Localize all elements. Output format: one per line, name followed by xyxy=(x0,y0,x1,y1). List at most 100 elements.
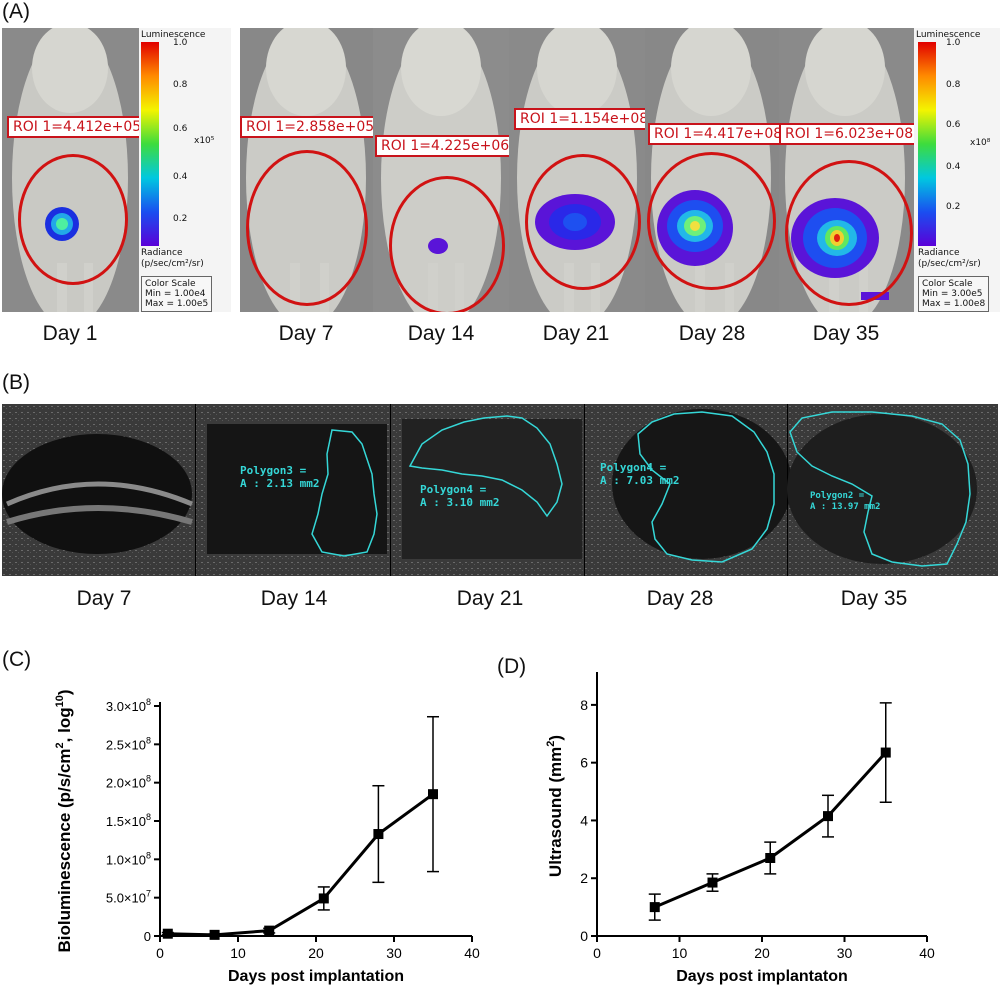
colorbar-right-tick: 0.4 xyxy=(946,162,961,172)
y-tick-label: 0 xyxy=(144,929,151,944)
colorbar-left-gradient xyxy=(141,42,159,246)
x-tick-label: 10 xyxy=(672,945,688,961)
day-label-a: Day 1 xyxy=(42,322,98,345)
series-line xyxy=(654,751,887,909)
data-point xyxy=(428,789,438,800)
roi-label-day1: ROI 1=4.412e+05 xyxy=(7,116,139,138)
roi-ellipse-day7 xyxy=(246,150,368,306)
colorbar-left-multiplier: x10⁵ xyxy=(194,136,215,146)
x-tick-label: 20 xyxy=(754,945,770,961)
day-label-b: Day 28 xyxy=(646,587,714,610)
y-axis-title: Bioluminescence (p/s/cm2, log10) xyxy=(54,689,74,952)
roi-ellipse-day28 xyxy=(647,152,776,290)
series-line xyxy=(167,792,434,937)
colorbar-left-title: Luminescence xyxy=(141,30,206,40)
y-axis-title-group: Ultrasound (mm2) xyxy=(545,735,565,877)
day-label-a: Day 14 xyxy=(407,322,475,345)
y-tick-label: 1.0×108 xyxy=(106,850,151,867)
ultrasound-chart: 0 10 20 30 40 0 2 4 6 8 Days post implantaton Ultra… xyxy=(545,672,935,985)
day-label-b: Day 14 xyxy=(260,587,328,610)
day-label-a: Day 28 xyxy=(678,322,746,345)
y-tick-label: 1.5×108 xyxy=(106,812,151,829)
data-point xyxy=(707,877,718,888)
data-point xyxy=(209,929,220,940)
day-label-a: Day 7 xyxy=(278,322,334,345)
polygon-label-area-day21: A : 3.10 mm2 xyxy=(420,496,500,509)
roi-label-day28: ROI 1=4.417e+08 xyxy=(648,123,779,145)
colorbar-right-radiance: Radiance xyxy=(918,248,960,258)
roi-label-day35: ROI 1=6.023e+08 xyxy=(779,123,914,145)
polygon-label-name-day28: Polygon4 = xyxy=(600,461,667,474)
colorbar-right-multiplier: x10⁸ xyxy=(970,138,991,148)
mouse-image-day28: ROI 1=4.417e+08 xyxy=(645,28,779,312)
colorbar-left-tick: 0.6 xyxy=(173,124,188,134)
colorbar-right-tick: 0.2 xyxy=(946,202,961,212)
colorbar-right-top: 1.0 xyxy=(946,38,961,48)
data-point xyxy=(162,928,173,939)
mouse-image-day14: ROI 1=4.225e+06 xyxy=(373,28,509,312)
colorbar-right-units: (p/sec/cm²/sr) xyxy=(918,259,981,269)
colorbar-right: Luminescence 1.0 0.8 0.6 0.4 0.2 x10⁸ Ra… xyxy=(914,28,1000,312)
mouse-image-day21: ROI 1=1.154e+08 xyxy=(509,28,645,312)
mouse-image-day35: ROI 1=6.023e+08 xyxy=(779,28,914,312)
roi-ellipse-day1 xyxy=(18,154,128,285)
polygon-label-area-day14: A : 2.13 mm2 xyxy=(240,477,320,490)
mouse-image-day7: ROI 1=2.858e+05 xyxy=(240,28,373,312)
y-axis-title: Ultrasound (mm2) xyxy=(545,735,565,877)
colorbar-right-gradient xyxy=(918,42,936,246)
y-tick-label: 2 xyxy=(580,870,588,886)
data-point xyxy=(649,902,660,913)
day-label-a: Day 21 xyxy=(542,322,610,345)
data-point xyxy=(373,829,384,840)
day-label-b: Day 35 xyxy=(840,587,908,610)
x-tick-label: 0 xyxy=(156,945,164,961)
day-label-a: Day 35 xyxy=(812,322,880,345)
ultrasound-images xyxy=(2,404,998,576)
roi-label-day7: ROI 1=2.858e+05 xyxy=(240,116,373,138)
colorbar-left-tick: 0.8 xyxy=(173,80,188,90)
colorbar-right-cs-min: Min = 3.00e5 xyxy=(922,289,983,299)
polygon-label-area-day35: A : 13.97 mm2 xyxy=(810,502,881,512)
y-axis-title-group: Bioluminescence (p/s/cm2, log10) xyxy=(54,689,74,952)
y-tick-label: 3.0×108 xyxy=(106,697,151,714)
colorbar-left-radiance: Radiance xyxy=(141,248,183,258)
roi-label-day21: ROI 1=1.154e+08 xyxy=(514,108,645,130)
data-point xyxy=(880,747,891,758)
colorbar-left-cs-min: Min = 1.00e4 xyxy=(145,289,206,299)
x-tick-label: 30 xyxy=(386,945,402,961)
polygon-label-area-day28: A : 7.03 mm2 xyxy=(600,474,680,487)
polygon-label-name-day35: Polygon2 = xyxy=(810,491,865,501)
panel-a-letter: (A) xyxy=(2,0,30,23)
bioluminescence-chart: 0 10 20 30 40 0 5.0×107 1.0×108 1.5×108 2.0×108 2.… xyxy=(54,689,480,985)
panel-b-letter: (B) xyxy=(2,371,30,394)
colorbar-left: Luminescence 1.0 0.8 0.6 0.4 0.2 x10⁵ Ra… xyxy=(139,28,231,312)
day-label-b: Day 7 xyxy=(76,587,132,610)
colorbar-left-cs-max: Max = 1.00e5 xyxy=(145,299,209,309)
y-tick-label: 2.0×108 xyxy=(106,774,151,791)
y-tick-label: 0 xyxy=(580,928,588,944)
data-point xyxy=(264,925,275,936)
x-axis-title: Days post implantaton xyxy=(676,968,848,985)
y-tick-label: 5.0×107 xyxy=(106,889,151,906)
colorbar-right-cs-max: Max = 1.00e8 xyxy=(922,299,986,309)
mouse-image-day1: ROI 1=4.412e+05 xyxy=(2,28,139,312)
colorbar-left-units: (p/sec/cm²/sr) xyxy=(141,259,204,269)
colorbar-left-top: 1.0 xyxy=(173,38,188,48)
x-tick-label: 40 xyxy=(464,945,480,961)
x-tick-label: 10 xyxy=(230,945,246,961)
x-axis-title: Days post implantation xyxy=(228,968,404,985)
colorbar-right-tick: 0.6 xyxy=(946,120,961,130)
y-tick-label: 8 xyxy=(580,697,588,713)
data-point xyxy=(765,853,776,863)
colorbar-left-range-box: Color Scale Min = 1.00e4 Max = 1.00e5 xyxy=(141,276,213,312)
colorbar-right-cs-title: Color Scale xyxy=(922,279,973,289)
x-tick-label: 20 xyxy=(308,945,324,961)
panel-c-letter: (C) xyxy=(2,648,32,671)
polygon-label-name-day21: Polygon4 = xyxy=(420,483,487,496)
x-tick-label: 40 xyxy=(919,945,935,961)
colorbar-right-range-box: Color Scale Min = 3.00e5 Max = 1.00e8 xyxy=(918,276,990,312)
roi-ellipse-day14 xyxy=(389,176,505,312)
panel-d-letter: (D) xyxy=(497,655,527,678)
data-point xyxy=(318,893,329,904)
roi-ellipse-day21 xyxy=(525,154,641,290)
